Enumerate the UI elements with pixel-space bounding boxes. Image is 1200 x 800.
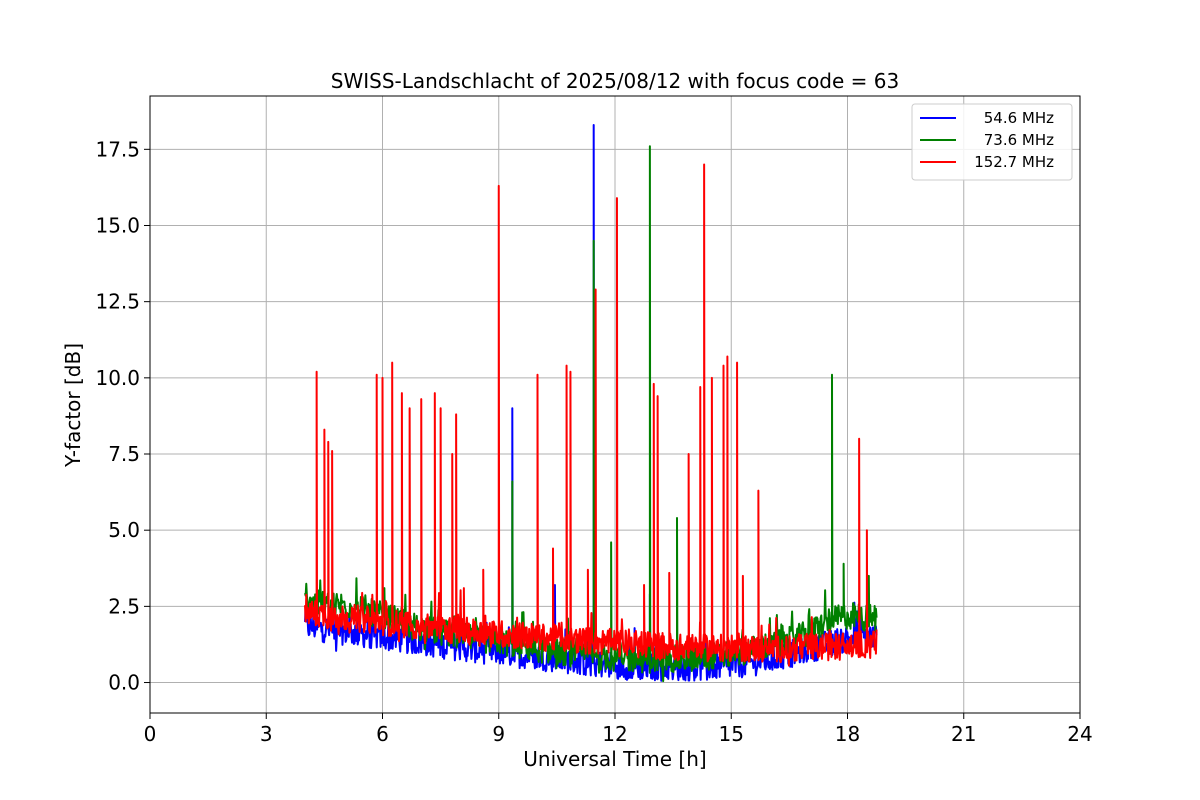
x-tick-label: 24 <box>1067 722 1092 746</box>
y-tick-label: 12.5 <box>95 290 140 314</box>
series-line <box>304 163 878 667</box>
x-tick-label: 21 <box>951 722 976 746</box>
chart-title: SWISS-Landschlacht of 2025/08/12 with fo… <box>331 69 899 93</box>
legend-label: 54.6 MHz <box>984 109 1054 127</box>
y-tick-label: 0.0 <box>108 671 140 695</box>
x-tick-label: 15 <box>719 722 744 746</box>
x-tick-label: 0 <box>144 722 157 746</box>
y-tick-label: 15.0 <box>95 213 140 237</box>
x-tick-label: 18 <box>835 722 860 746</box>
y-tick-label: 7.5 <box>108 442 140 466</box>
legend: 54.6 MHz 73.6 MHz 152.7 MHz <box>911 103 1073 181</box>
y-tick-label: 5.0 <box>108 518 140 542</box>
axis-ticks: 0 3 6 9 12 15 18 21 24 0.0 2.5 5.0 7.5 10.0 12.5 15.0 17… <box>95 137 1092 746</box>
plot-area <box>304 123 878 683</box>
x-tick-label: 6 <box>376 722 389 746</box>
x-tick-label: 9 <box>492 722 505 746</box>
y-tick-label: 2.5 <box>108 594 140 618</box>
y-tick-label: 10.0 <box>95 366 140 390</box>
y-tick-label: 17.5 <box>95 137 140 161</box>
x-tick-label: 3 <box>260 722 273 746</box>
legend-label: 73.6 MHz <box>984 131 1054 149</box>
y-axis-label: Y-factor [dB] <box>61 343 85 468</box>
x-axis-label: Universal Time [h] <box>523 747 706 771</box>
legend-label: 152.7 MHz <box>974 153 1054 171</box>
x-tick-label: 12 <box>602 722 627 746</box>
